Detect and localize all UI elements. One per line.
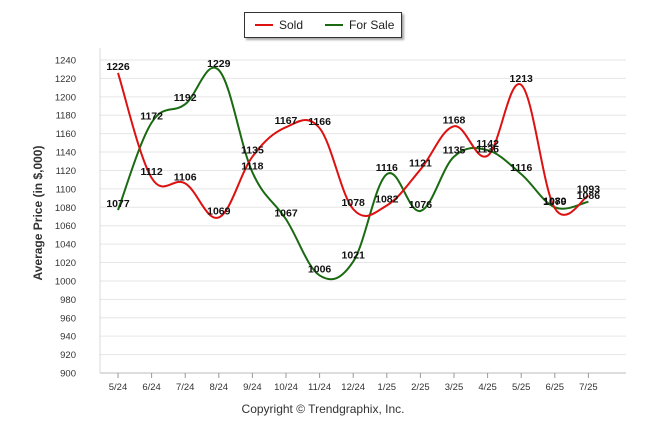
- y-tick-label: 1080: [55, 203, 76, 214]
- data-label-sold: 1166: [308, 116, 331, 128]
- data-label-for-sale: 1172: [140, 111, 163, 123]
- data-label-sold: 1079: [543, 196, 567, 208]
- data-label-for-sale: 1116: [376, 162, 398, 174]
- data-label-sold: 1082: [375, 193, 399, 205]
- data-label-sold: 1106: [174, 171, 197, 183]
- data-label-sold: 1093: [577, 183, 601, 195]
- x-tick-label: 12/24: [341, 382, 365, 393]
- legend: Sold For Sale: [244, 12, 402, 38]
- for-sale-swatch-icon: [325, 24, 344, 26]
- copyright-text: Copyright © Trendgraphix, Inc.: [241, 402, 405, 416]
- y-tick-label: 1060: [55, 221, 76, 232]
- y-tick-label: 1040: [55, 240, 76, 251]
- x-tick-label: 6/24: [142, 382, 161, 393]
- data-label-for-sale: 1080: [543, 195, 567, 207]
- x-tick-label: 4/25: [478, 382, 497, 393]
- y-tick-label: 1120: [56, 166, 76, 177]
- data-label-for-sale: 1021: [342, 250, 366, 262]
- data-label-sold: 1112: [140, 166, 162, 178]
- y-axis-ticks: 900 920 940 960 980 1000 1020 1040 1060 1080 1100 1…: [55, 56, 76, 380]
- legend-label-for-sale: For Sale: [349, 18, 395, 32]
- x-tick-label: 9/24: [243, 382, 262, 393]
- y-tick-label: 1200: [55, 92, 76, 103]
- data-label-sold: 1136: [476, 144, 499, 156]
- x-tick-label: 2/25: [411, 382, 430, 393]
- data-label-for-sale: 1067: [274, 207, 298, 219]
- data-label-for-sale: 1077: [106, 198, 130, 210]
- x-tick-label: 3/25: [445, 382, 464, 393]
- data-label-sold: 1213: [510, 73, 534, 85]
- x-tick-label: 6/25: [546, 382, 565, 393]
- data-label-sold: 1168: [443, 114, 466, 126]
- data-label-for-sale: 1135: [443, 145, 466, 157]
- legend-item-sold[interactable]: Sold: [255, 18, 303, 32]
- legend-item-for-sale[interactable]: For Sale: [325, 18, 394, 32]
- legend-label-sold: Sold: [279, 18, 304, 32]
- x-tick-label: 5/24: [109, 382, 128, 393]
- x-axis-ticks: 5/24 6/24 7/24 8/24 9/24 10/24 11/24 12/24 1/25 2…: [109, 373, 598, 393]
- y-tick-label: 1100: [56, 184, 76, 195]
- data-label-sold: 1121: [409, 158, 432, 170]
- y-tick-label: 1140: [56, 148, 76, 159]
- data-label-sold: 1078: [342, 197, 366, 209]
- data-label-for-sale: 1086: [577, 190, 601, 202]
- y-tick-label: 960: [60, 313, 76, 324]
- y-tick-label: 1240: [55, 56, 76, 67]
- data-label-for-sale: 1118: [241, 160, 263, 172]
- series-lines: [117, 66, 589, 281]
- series-line-sold: [117, 72, 589, 219]
- x-tick-label: 11/24: [308, 382, 331, 393]
- y-tick-label: 1220: [55, 74, 76, 85]
- data-labels: 1226 1112 1106 1069 1135 1167 1166 1078 1082 1121…: [106, 58, 600, 275]
- sold-swatch-icon: [255, 24, 273, 26]
- y-tick-label: 980: [60, 295, 76, 306]
- data-label-for-sale: 1076: [409, 199, 433, 211]
- y-tick-label: 900: [60, 369, 76, 380]
- data-label-sold: 1167: [275, 115, 298, 127]
- y-tick-label: 1160: [56, 129, 76, 140]
- data-label-for-sale: 1229: [207, 58, 231, 70]
- data-label-sold: 1135: [241, 145, 264, 157]
- data-label-for-sale: 1192: [174, 92, 197, 104]
- x-tick-label: 7/24: [176, 382, 195, 393]
- y-tick-label: 920: [60, 350, 76, 361]
- grid-lines: [99, 48, 626, 374]
- x-tick-label: 8/24: [210, 382, 229, 393]
- data-label-for-sale: 1006: [308, 263, 332, 275]
- x-tick-label: 1/25: [378, 382, 397, 393]
- y-tick-label: 1000: [55, 276, 76, 287]
- series-line-for-sale: [117, 66, 589, 281]
- y-tick-label: 1180: [56, 111, 76, 122]
- data-label-for-sale: 1142: [476, 138, 499, 150]
- x-tick-label: 10/24: [274, 382, 298, 393]
- y-tick-label: 940: [60, 332, 76, 343]
- data-label-sold: 1069: [207, 205, 231, 217]
- x-tick-label: 7/25: [579, 382, 598, 393]
- y-axis-label: Average Price (in $,000): [31, 146, 45, 281]
- data-label-sold: 1226: [106, 61, 130, 73]
- data-label-for-sale: 1116: [510, 162, 532, 174]
- y-tick-label: 1020: [55, 258, 76, 269]
- x-tick-label: 5/25: [512, 382, 531, 393]
